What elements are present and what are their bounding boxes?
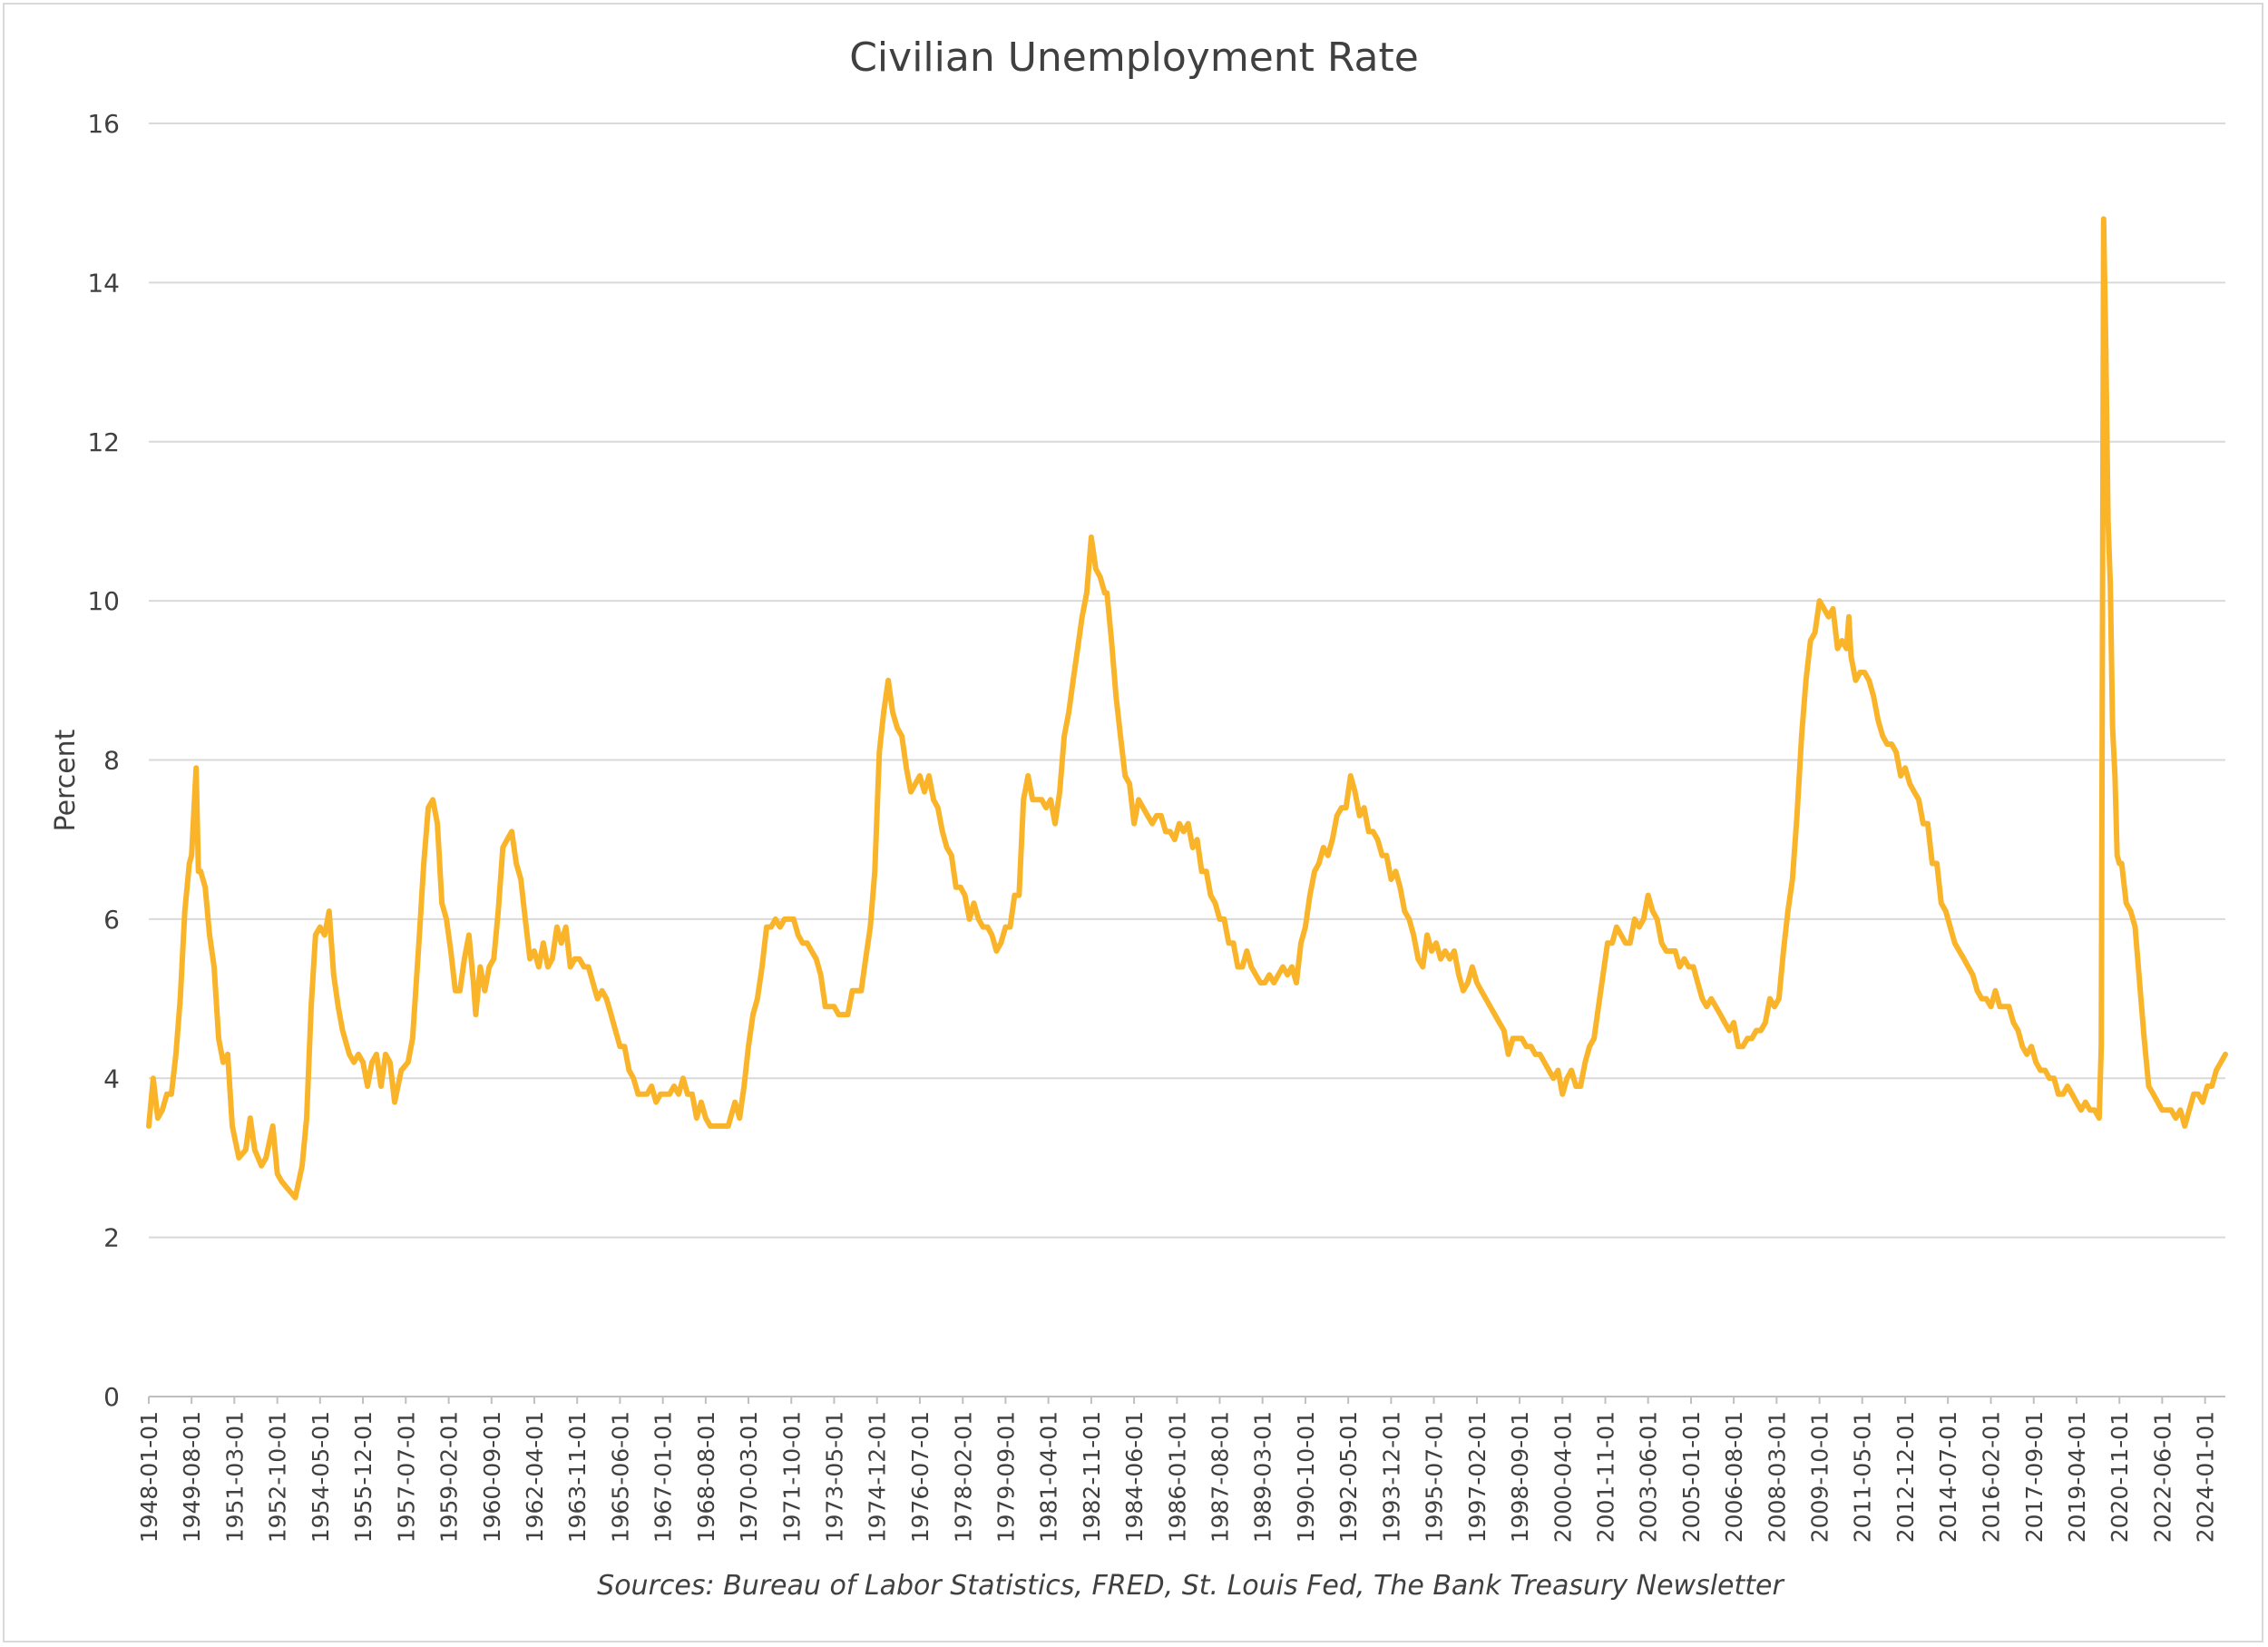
x-tick-label: 2019-04-01 — [2064, 1411, 2090, 1543]
x-tick-label: 2024-01-01 — [2193, 1411, 2219, 1543]
x-tick-label: 1963-11-01 — [564, 1411, 591, 1543]
chart-title: Civilian Unemployment Rate — [849, 34, 1419, 81]
x-tick-label: 1981-04-01 — [1036, 1411, 1062, 1543]
x-tick-label: 2020-11-01 — [2107, 1411, 2133, 1543]
x-tick-label: 1952-10-01 — [265, 1411, 291, 1543]
x-tick-label: 1998-09-01 — [1507, 1411, 1533, 1543]
x-tick-label: 2016-02-01 — [1979, 1411, 2005, 1543]
x-tick-label: 1973-05-01 — [821, 1411, 847, 1543]
x-tick-label: 2008-03-01 — [1764, 1411, 1790, 1543]
x-tick-label: 1959-02-01 — [436, 1411, 463, 1543]
x-tick-label: 2005-01-01 — [1678, 1411, 1705, 1543]
x-tick-label: 1989-03-01 — [1250, 1411, 1276, 1543]
y-axis-label: Percent — [50, 729, 82, 831]
gridlines — [149, 123, 2225, 1239]
y-tick-label: 10 — [87, 586, 120, 616]
x-tick-label: 2003-06-01 — [1636, 1411, 1662, 1543]
x-tick-label: 1962-04-01 — [522, 1411, 548, 1543]
y-tick-label: 0 — [103, 1382, 120, 1412]
x-tick-label: 1965-06-01 — [607, 1411, 633, 1543]
x-tick-label: 1951-03-01 — [221, 1411, 248, 1543]
y-tick-label: 6 — [103, 905, 120, 935]
y-tick-label: 2 — [103, 1223, 120, 1253]
chart-frame — [3, 3, 2263, 1642]
x-tick-label: 1979-09-01 — [992, 1411, 1019, 1543]
x-tick-label: 2006-08-01 — [1721, 1411, 1747, 1543]
x-tick-label: 1978-02-01 — [950, 1411, 976, 1543]
y-tick-label: 12 — [87, 427, 120, 457]
x-tick-label: 1970-03-01 — [736, 1411, 762, 1543]
x-tick-label: 1974-12-01 — [865, 1411, 891, 1543]
source-note: Sources: Bureau of Labor Statistics, FRE… — [597, 1570, 1784, 1602]
x-tick-label: 2011-05-01 — [1850, 1411, 1876, 1543]
y-axis-ticks: 0 2 4 6 8 10 12 14 16 — [87, 109, 120, 1412]
x-tick-label: 2017-09-01 — [2021, 1411, 2048, 1543]
x-tick-label: 1948-01-01 — [136, 1411, 162, 1543]
x-tick-label: 1995-07-01 — [1422, 1411, 1448, 1543]
x-tick-label: 1986-01-01 — [1164, 1411, 1190, 1543]
y-tick-label: 16 — [87, 109, 120, 139]
x-tick-label: 2022-06-01 — [2149, 1411, 2175, 1543]
x-tick-label: 2012-12-01 — [1892, 1411, 1919, 1543]
y-tick-label: 4 — [103, 1064, 120, 1093]
x-tick-label: 1955-12-01 — [350, 1411, 376, 1543]
x-tick-label: 1971-10-01 — [778, 1411, 805, 1543]
x-tick-label: 1993-12-01 — [1378, 1411, 1404, 1543]
x-tick-label: 1954-05-01 — [308, 1411, 334, 1543]
x-tick-label: 1949-08-01 — [179, 1411, 205, 1543]
x-tick-label: 1984-06-01 — [1121, 1411, 1148, 1543]
x-tick-label: 1992-05-01 — [1335, 1411, 1362, 1543]
x-tick-label: 1968-08-01 — [693, 1411, 719, 1543]
x-tick-label: 1976-07-01 — [907, 1411, 934, 1543]
x-tick-label: 1960-09-01 — [479, 1411, 505, 1543]
x-tick-label: 1997-02-01 — [1464, 1411, 1491, 1543]
x-tick-label: 2000-04-01 — [1549, 1411, 1576, 1543]
x-tick-label: 1957-07-01 — [393, 1411, 419, 1543]
y-tick-label: 8 — [103, 746, 120, 776]
y-tick-label: 14 — [87, 268, 120, 298]
x-tick-label: 2001-11-01 — [1593, 1411, 1619, 1543]
x-tick-label: 1982-11-01 — [1079, 1411, 1105, 1543]
x-tick-label: 2009-10-01 — [1807, 1411, 1833, 1543]
series-group — [146, 216, 2228, 1201]
x-tick-label: 2014-07-01 — [1935, 1411, 1961, 1543]
x-axis-ticks: 1948-01-01 1949-08-01 1951-03-01 1952-10-01… — [136, 1397, 2219, 1543]
x-tick-label: 1987-08-01 — [1207, 1411, 1233, 1543]
x-tick-label: 1967-01-01 — [650, 1411, 677, 1543]
series-line — [146, 216, 2228, 1201]
x-tick-label: 1990-10-01 — [1293, 1411, 1319, 1543]
